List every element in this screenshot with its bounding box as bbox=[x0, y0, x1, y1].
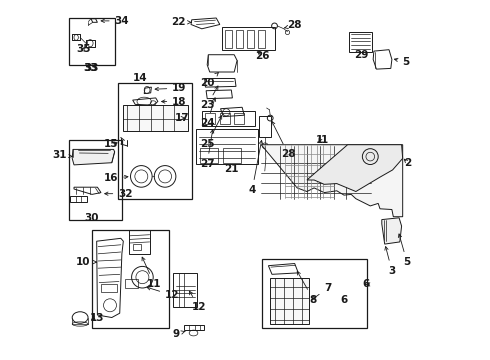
Bar bbox=[125, 279, 138, 288]
Text: 34: 34 bbox=[101, 16, 129, 26]
Bar bbox=[236, 30, 243, 48]
Bar bbox=[129, 230, 150, 254]
Bar bbox=[220, 113, 230, 124]
Bar bbox=[92, 230, 170, 328]
Text: 20: 20 bbox=[200, 73, 219, 88]
Text: 22: 22 bbox=[171, 17, 191, 27]
Text: 10: 10 bbox=[75, 257, 97, 267]
Polygon shape bbox=[261, 145, 403, 217]
Text: 32: 32 bbox=[105, 189, 133, 199]
Text: 16: 16 bbox=[104, 173, 128, 183]
Text: 25: 25 bbox=[200, 116, 221, 149]
Bar bbox=[225, 30, 232, 48]
Bar bbox=[247, 30, 254, 48]
Text: 1: 1 bbox=[316, 135, 323, 145]
Text: 18: 18 bbox=[162, 96, 187, 107]
Bar bbox=[258, 30, 265, 48]
Text: 12: 12 bbox=[147, 287, 179, 300]
Text: 28: 28 bbox=[272, 121, 295, 159]
Text: 7: 7 bbox=[312, 283, 332, 300]
Text: 6: 6 bbox=[362, 279, 370, 289]
Bar bbox=[173, 273, 197, 307]
Text: 29: 29 bbox=[354, 50, 368, 60]
Text: 13: 13 bbox=[90, 312, 105, 323]
Text: 33: 33 bbox=[85, 63, 99, 73]
Text: 6: 6 bbox=[341, 294, 347, 305]
Bar bbox=[262, 259, 367, 328]
Bar bbox=[196, 129, 258, 164]
Text: 8: 8 bbox=[297, 271, 317, 305]
Text: 3: 3 bbox=[385, 247, 395, 276]
Text: 1: 1 bbox=[320, 135, 328, 145]
Text: 19: 19 bbox=[155, 83, 187, 93]
Text: 26: 26 bbox=[255, 51, 270, 61]
Text: 5: 5 bbox=[394, 57, 410, 67]
Text: 31: 31 bbox=[52, 150, 73, 160]
Polygon shape bbox=[72, 149, 115, 165]
Bar bbox=[202, 111, 255, 126]
Bar bbox=[133, 244, 141, 250]
Bar bbox=[221, 27, 275, 50]
Bar bbox=[259, 116, 271, 137]
Text: 27: 27 bbox=[200, 130, 215, 169]
Bar bbox=[270, 278, 309, 324]
Text: 2: 2 bbox=[404, 158, 412, 168]
Bar bbox=[101, 284, 117, 292]
Text: 21: 21 bbox=[224, 164, 239, 174]
Text: 11: 11 bbox=[142, 257, 162, 289]
Bar bbox=[123, 105, 188, 131]
Text: 15: 15 bbox=[104, 139, 118, 149]
Bar bbox=[69, 18, 116, 65]
Text: 28: 28 bbox=[285, 20, 302, 30]
Polygon shape bbox=[307, 145, 403, 192]
Text: 17: 17 bbox=[175, 113, 190, 123]
Text: 30: 30 bbox=[85, 213, 99, 223]
Polygon shape bbox=[382, 218, 402, 244]
Bar bbox=[200, 148, 218, 163]
Bar bbox=[69, 140, 122, 220]
Text: 23: 23 bbox=[200, 86, 218, 110]
Text: 14: 14 bbox=[133, 73, 148, 84]
Text: 24: 24 bbox=[200, 98, 216, 128]
Bar bbox=[205, 113, 216, 124]
Text: 33: 33 bbox=[84, 63, 98, 73]
Bar bbox=[349, 32, 372, 52]
Text: 12: 12 bbox=[189, 291, 206, 312]
Bar bbox=[234, 113, 245, 124]
Text: 9: 9 bbox=[172, 329, 185, 339]
Bar bbox=[222, 148, 241, 163]
Text: 4: 4 bbox=[248, 140, 263, 195]
Bar bbox=[118, 83, 192, 199]
Text: 5: 5 bbox=[398, 234, 411, 267]
Text: 35: 35 bbox=[76, 44, 91, 54]
